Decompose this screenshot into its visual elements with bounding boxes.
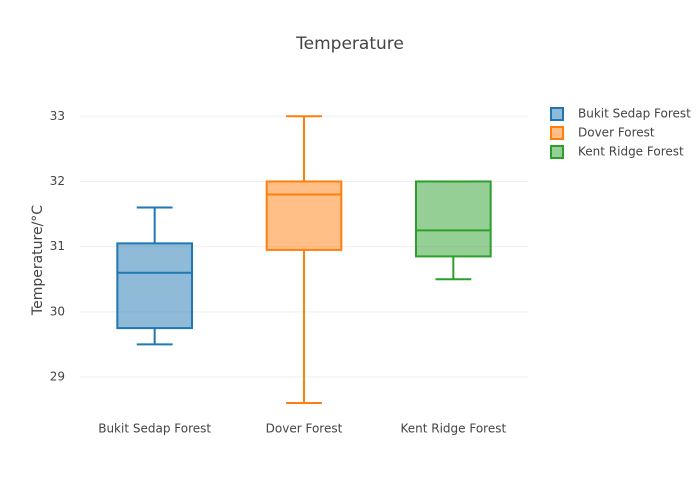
legend-swatch[interactable] <box>550 126 564 140</box>
legend-label[interactable]: Dover Forest <box>578 126 655 140</box>
y-tick-label: 30 <box>50 304 65 318</box>
legend-label[interactable]: Kent Ridge Forest <box>578 145 684 159</box>
box <box>415 180 492 258</box>
y-tick-label: 31 <box>50 239 65 253</box>
y-tick-label: 32 <box>50 174 65 188</box>
legend-swatch[interactable] <box>550 107 564 121</box>
chart-title: Temperature <box>295 34 404 54</box>
y-tick-label: 29 <box>50 369 65 383</box>
legend-label[interactable]: Bukit Sedap Forest <box>578 107 691 121</box>
x-tick-label: Bukit Sedap Forest <box>98 422 211 436</box>
x-tick-label: Dover Forest <box>266 422 343 436</box>
box <box>116 242 193 330</box>
box <box>265 180 343 251</box>
y-axis-title: Temperature/°C <box>30 205 46 316</box>
x-tick-label: Kent Ridge Forest <box>400 422 506 436</box>
legend-swatch[interactable] <box>550 145 564 159</box>
y-tick-label: 33 <box>50 109 65 123</box>
